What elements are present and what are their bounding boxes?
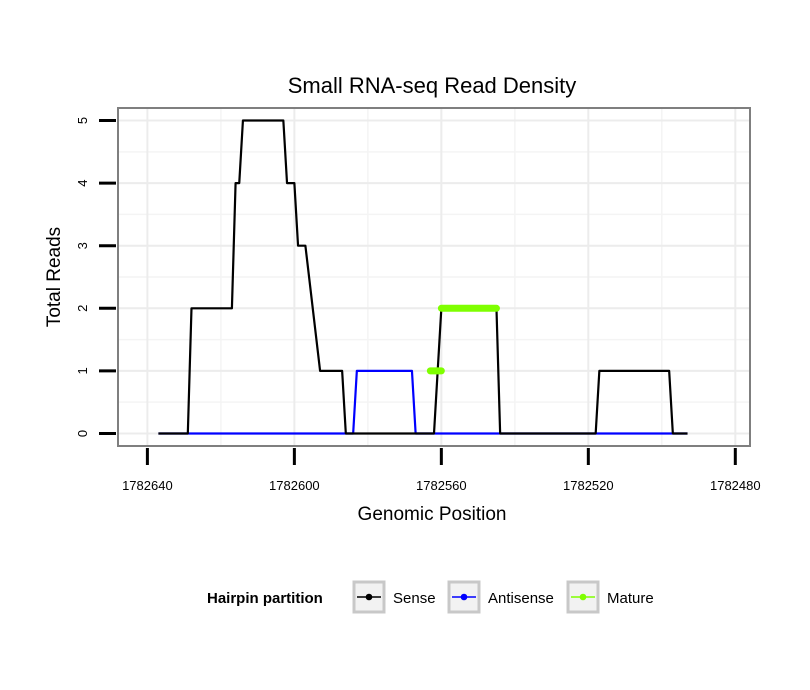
sense-series-line <box>158 119 688 435</box>
y-tick-label: 3 <box>75 242 90 249</box>
y-tick-label: 1 <box>75 367 90 374</box>
y-tick-label: 4 <box>75 179 90 186</box>
legend-item-mature: Mature <box>566 580 654 614</box>
y-tick-label: 2 <box>75 305 90 312</box>
antisense-series-line <box>158 369 688 435</box>
y-tick-label: 5 <box>75 117 90 124</box>
legend-item-antisense: Antisense <box>447 580 554 614</box>
legend-dot-antisense <box>460 593 468 601</box>
chart-title: Small RNA-seq Read Density <box>288 73 577 98</box>
series-layer <box>158 119 688 435</box>
legend: Hairpin partition Sense Antisense Mature <box>207 580 654 614</box>
x-tick-label: 1782560 <box>416 478 467 493</box>
x-tick-label: 1782640 <box>122 478 173 493</box>
legend-dot-sense <box>365 593 373 601</box>
y-axis-title: Total Reads <box>44 227 65 327</box>
plot-border <box>117 107 751 447</box>
x-tick-label: 1782480 <box>710 478 761 493</box>
legend-dot-mature <box>579 593 587 601</box>
legend-label-antisense: Antisense <box>488 590 554 607</box>
x-axis-title: Genomic Position <box>358 504 507 525</box>
legend-title: Hairpin partition <box>207 590 323 607</box>
legend-label-mature: Mature <box>607 590 654 607</box>
legend-label-sense: Sense <box>393 590 436 607</box>
y-tick-label: 0 <box>75 430 90 437</box>
y-axis: 0 1 2 3 4 5 <box>75 117 116 437</box>
x-axis: 1782640 1782600 1782560 1782520 1782480 <box>122 448 761 493</box>
legend-item-sense: Sense <box>352 580 436 614</box>
x-tick-label: 1782520 <box>563 478 614 493</box>
x-tick-label: 1782600 <box>269 478 320 493</box>
